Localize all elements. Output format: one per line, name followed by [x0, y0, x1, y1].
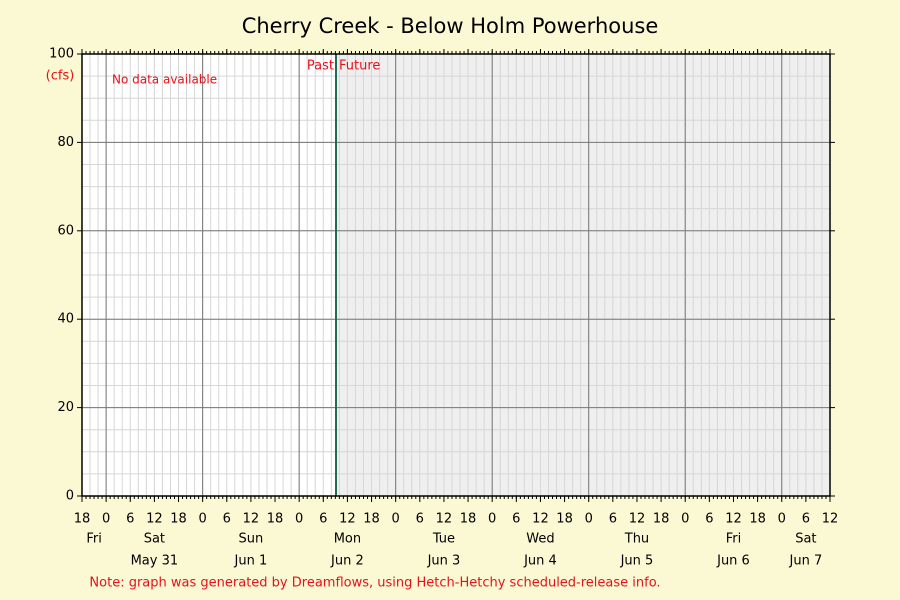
day-label: Wed [526, 532, 554, 547]
x-tick-label: 6 [416, 512, 424, 527]
y-tick-label: 20 [57, 400, 74, 415]
x-tick-label: 12 [339, 512, 356, 527]
day-label: Sat [795, 532, 816, 547]
date-label: Jun 5 [620, 554, 654, 569]
y-unit: (cfs) [46, 69, 75, 84]
x-tick-label: 6 [319, 512, 327, 527]
date-label: Jun 3 [427, 554, 461, 569]
future-label: Future [339, 59, 380, 74]
x-tick-label: 0 [778, 512, 786, 527]
day-label: Thu [624, 532, 649, 547]
x-tick-label: 0 [681, 512, 689, 527]
date-label: Jun 6 [716, 554, 750, 569]
x-tick-label: 12 [436, 512, 453, 527]
x-tick-label: 18 [74, 512, 91, 527]
y-tick-label: 0 [66, 489, 74, 504]
x-tick-label: 18 [749, 512, 766, 527]
day-label: Tue [432, 532, 455, 547]
x-tick-label: 0 [585, 512, 593, 527]
day-label: Sun [239, 532, 264, 547]
y-tick-label: 100 [49, 47, 74, 62]
x-tick-label: 18 [267, 512, 284, 527]
x-tick-label: 18 [170, 512, 187, 527]
x-tick-label: 18 [653, 512, 670, 527]
x-tick-label: 0 [199, 512, 207, 527]
x-tick-label: 18 [363, 512, 380, 527]
x-tick-label: 12 [725, 512, 742, 527]
date-label: Jun 4 [523, 554, 557, 569]
chart-title: Cherry Creek - Below Holm Powerhouse [242, 14, 659, 38]
x-tick-label: 12 [822, 512, 839, 527]
x-tick-label: 0 [392, 512, 400, 527]
x-tick-label: 6 [126, 512, 134, 527]
note: Note: graph was generated by Dreamflows,… [89, 576, 660, 591]
y-tick-label: 80 [57, 135, 74, 150]
y-tick-label: 60 [57, 223, 74, 238]
plot-frame [81, 53, 831, 497]
date-label: Jun 1 [234, 554, 268, 569]
x-tick-label: 6 [802, 512, 810, 527]
x-tick-label: 12 [243, 512, 260, 527]
x-tick-label: 0 [488, 512, 496, 527]
day-label: Fri [726, 532, 742, 547]
day-label: Fri [86, 532, 102, 547]
x-tick-label: 6 [705, 512, 713, 527]
x-tick-label: 6 [512, 512, 520, 527]
x-tick-label: 12 [629, 512, 646, 527]
no-data-text: No data available [112, 73, 217, 87]
x-tick-label: 12 [532, 512, 549, 527]
x-tick-label: 0 [102, 512, 110, 527]
date-label: Jun 7 [789, 554, 823, 569]
x-tick-label: 18 [460, 512, 477, 527]
x-tick-label: 6 [609, 512, 617, 527]
date-label: May 31 [131, 554, 179, 569]
date-label: Jun 2 [330, 554, 364, 569]
y-tick-label: 40 [57, 312, 74, 327]
x-tick-label: 18 [556, 512, 573, 527]
x-tick-label: 6 [223, 512, 231, 527]
x-tick-label: 12 [146, 512, 163, 527]
day-label: Mon [334, 532, 361, 547]
day-label: Sat [144, 532, 165, 547]
x-tick-label: 0 [295, 512, 303, 527]
past-label: Past [307, 59, 334, 74]
